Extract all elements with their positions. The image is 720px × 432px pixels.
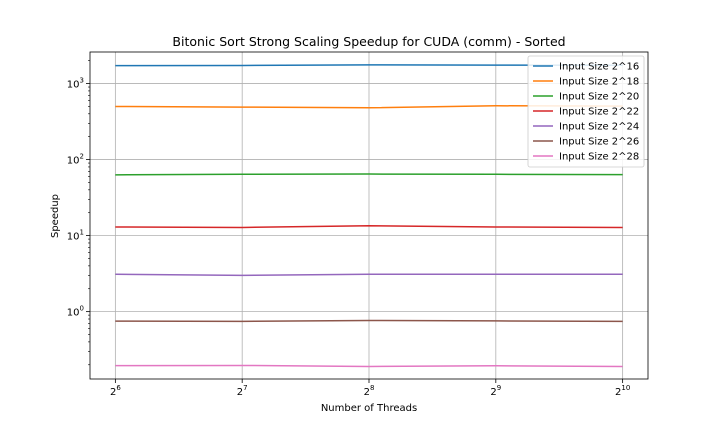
x-tick-label: 27: [237, 384, 248, 398]
x-axis-label: Number of Threads: [321, 403, 417, 414]
y-tick-label: 103: [67, 77, 84, 91]
y-axis-label: Speedup: [50, 194, 61, 238]
legend-box: [527, 55, 645, 168]
x-tick-label: 26: [110, 384, 121, 398]
y-tick-label: 101: [67, 229, 84, 243]
x-tick-label: 210: [615, 384, 630, 398]
x-ticks: 26 27 28 29 210: [110, 379, 630, 398]
y-tick-label: 100: [67, 305, 84, 319]
y-ticks: 100 101 102 103: [67, 60, 90, 366]
series-line-7: [115, 364, 623, 368]
x-tick-label: 29: [490, 384, 501, 398]
legend-label: Input Size 2^24: [559, 122, 639, 133]
x-tick-label: 28: [364, 384, 375, 398]
series-line-6: [115, 319, 623, 323]
legend-label: Input Size 2^26: [559, 137, 639, 148]
series-line-3: [115, 173, 623, 176]
y-tick-label: 102: [67, 153, 84, 167]
series-line-5: [115, 273, 623, 277]
legend-label: Input Size 2^18: [559, 77, 639, 88]
chart-title: Bitonic Sort Strong Scaling Speedup for …: [172, 34, 565, 49]
legend: Input Size 2^16 Input Size 2^18 Input Size…: [527, 55, 645, 168]
legend-label: Input Size 2^16: [559, 62, 639, 73]
series-line-4: [115, 224, 623, 229]
legend-label: Input Size 2^28: [559, 152, 639, 163]
legend-label: Input Size 2^20: [559, 92, 639, 103]
legend-label: Input Size 2^22: [559, 107, 639, 118]
